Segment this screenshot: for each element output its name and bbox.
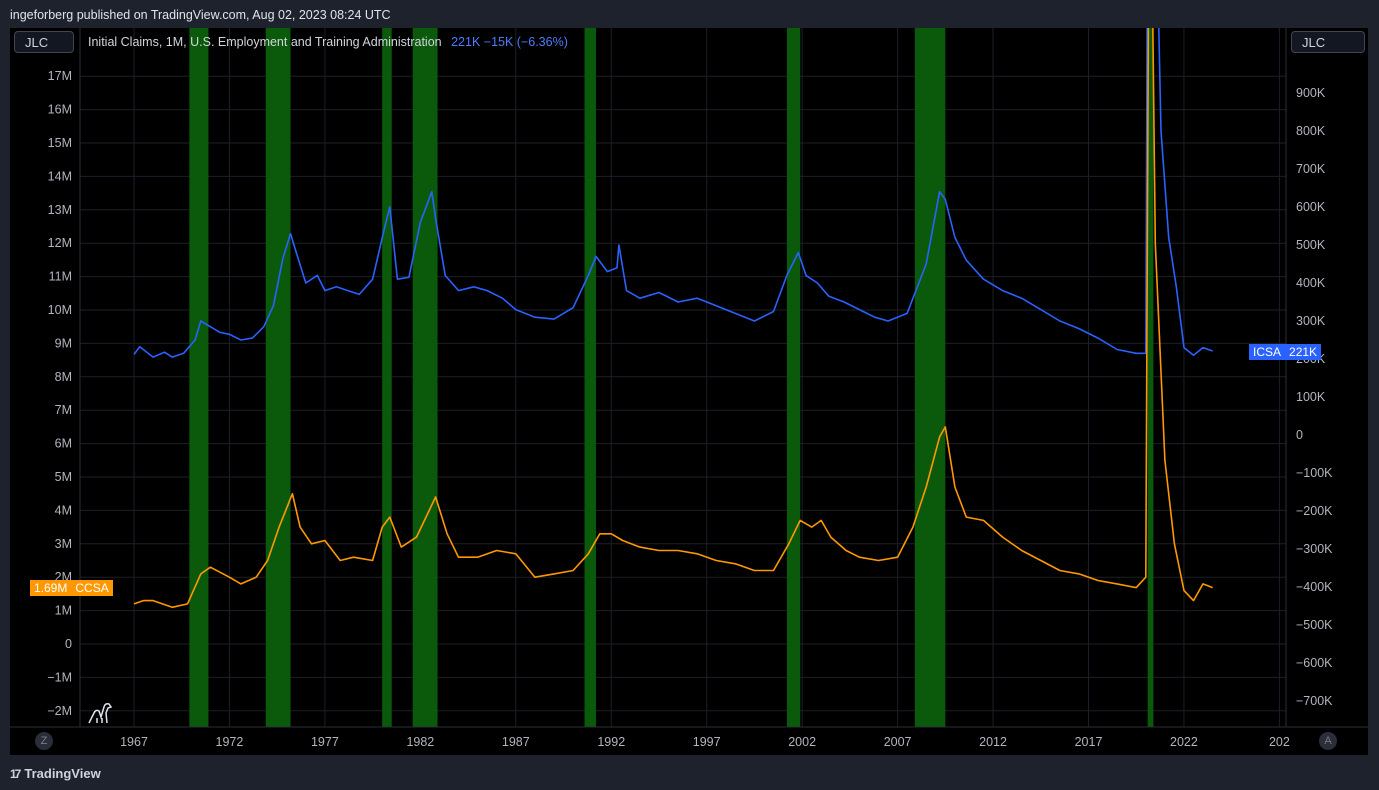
icsa-badge-value: 221K — [1285, 344, 1322, 360]
left-tick-label-7: 10M — [48, 303, 72, 317]
right-tick-label-0: 900K — [1296, 86, 1326, 100]
ccsa-badge-value: 1.69M — [30, 580, 72, 596]
right-tick-label-4: 500K — [1296, 238, 1326, 252]
right-tick-label-9: 0 — [1296, 428, 1303, 442]
right-tick-label-3: 600K — [1296, 200, 1326, 214]
right-tick-label-2: 700K — [1296, 162, 1326, 176]
left-tick-label-6: 11M — [49, 270, 72, 284]
right-tick-label-13: −400K — [1296, 580, 1333, 594]
x-tick-label-2007: 2007 — [884, 735, 912, 749]
left-tick-label-2: 15M — [48, 136, 72, 150]
x-tick-label-1982: 1982 — [406, 735, 434, 749]
left-tick-label-18: −1M — [47, 670, 72, 684]
recession-band-3 — [412, 28, 438, 727]
x-tick-label-1977: 1977 — [311, 735, 339, 749]
left-tick-label-14: 3M — [55, 537, 72, 551]
recession-band-1 — [265, 28, 291, 727]
ccsa-badge-label: CCSA — [71, 580, 113, 596]
left-tick-label-5: 12M — [48, 236, 72, 250]
icsa-price-badge: ICSA 221K — [1249, 344, 1322, 360]
recession-band-2 — [382, 28, 392, 727]
left-tick-label-10: 7M — [55, 403, 72, 417]
series-line-icsa — [133, 28, 1213, 358]
x-tick-label-202: 202 — [1269, 735, 1290, 749]
brand-name: TradingView — [24, 766, 101, 781]
ccsa-price-badge: 1.69M CCSA — [30, 580, 113, 596]
recession-band-4 — [584, 28, 596, 727]
x-tick-label-1997: 1997 — [693, 735, 721, 749]
left-tick-label-11: 6M — [55, 437, 72, 451]
legend-title: Initial Claims, 1M, U.S. Employment and … — [88, 35, 442, 49]
x-tick-label-1972: 1972 — [216, 735, 244, 749]
right-tick-label-1: 800K — [1296, 124, 1326, 138]
right-scale-button[interactable]: JLC — [1291, 31, 1365, 53]
right-tick-label-10: −100K — [1296, 466, 1333, 480]
left-scale-button[interactable]: JLC — [14, 31, 74, 53]
left-tick-label-1: 16M — [48, 103, 72, 117]
tradingview-brand[interactable]: 17 TradingView — [10, 766, 101, 781]
recession-band-5 — [786, 28, 801, 727]
x-tick-label-1992: 1992 — [597, 735, 625, 749]
left-tick-label-0: 17M — [48, 69, 72, 83]
right-tick-label-11: −200K — [1296, 504, 1333, 518]
x-tick-label-1967: 1967 — [120, 735, 148, 749]
left-tick-label-3: 14M — [48, 169, 72, 183]
left-tick-label-8: 9M — [55, 336, 72, 350]
left-tick-label-17: 0 — [65, 637, 72, 651]
right-tick-label-16: −700K — [1296, 694, 1333, 708]
publish-info: ingeforberg published on TradingView.com… — [10, 8, 391, 22]
left-tick-label-12: 5M — [55, 470, 72, 484]
series-line-ccsa — [133, 28, 1213, 609]
x-tick-label-2002: 2002 — [788, 735, 816, 749]
right-tick-label-6: 300K — [1296, 314, 1326, 328]
footer-bar: 17 TradingView — [0, 755, 1379, 790]
recession-band-0 — [189, 28, 209, 727]
legend-values: 221K −15K (−6.36%) — [451, 35, 568, 49]
publish-bar: ingeforberg published on TradingView.com… — [0, 0, 1379, 28]
left-tick-label-4: 13M — [48, 203, 72, 217]
x-tick-label-2012: 2012 — [979, 735, 1007, 749]
tradingview-logo-icon: 17 — [10, 767, 21, 781]
x-tick-label-2017: 2017 — [1075, 735, 1103, 749]
right-tick-label-12: −300K — [1296, 542, 1333, 556]
right-tick-label-5: 400K — [1296, 276, 1326, 290]
recession-band-6 — [914, 28, 946, 727]
x-tick-label-2022: 2022 — [1170, 735, 1198, 749]
right-tick-label-14: −500K — [1296, 618, 1333, 632]
left-tick-label-9: 8M — [55, 370, 72, 384]
z-scale-button[interactable]: Z — [35, 732, 53, 750]
right-tick-label-8: 100K — [1296, 390, 1326, 404]
recession-band-7 — [1147, 28, 1154, 727]
left-tick-label-16: 1M — [55, 604, 72, 618]
right-tick-label-15: −600K — [1296, 656, 1333, 670]
left-tick-label-19: −2M — [47, 704, 72, 718]
series-legend: Initial Claims, 1M, U.S. Employment and … — [88, 35, 568, 49]
left-tick-label-13: 4M — [55, 503, 72, 517]
x-tick-label-1987: 1987 — [502, 735, 530, 749]
chart-frame[interactable] — [10, 28, 1368, 755]
dino-icon — [88, 703, 113, 724]
auto-scale-button[interactable]: A — [1319, 732, 1337, 750]
icsa-badge-label: ICSA — [1249, 344, 1286, 360]
